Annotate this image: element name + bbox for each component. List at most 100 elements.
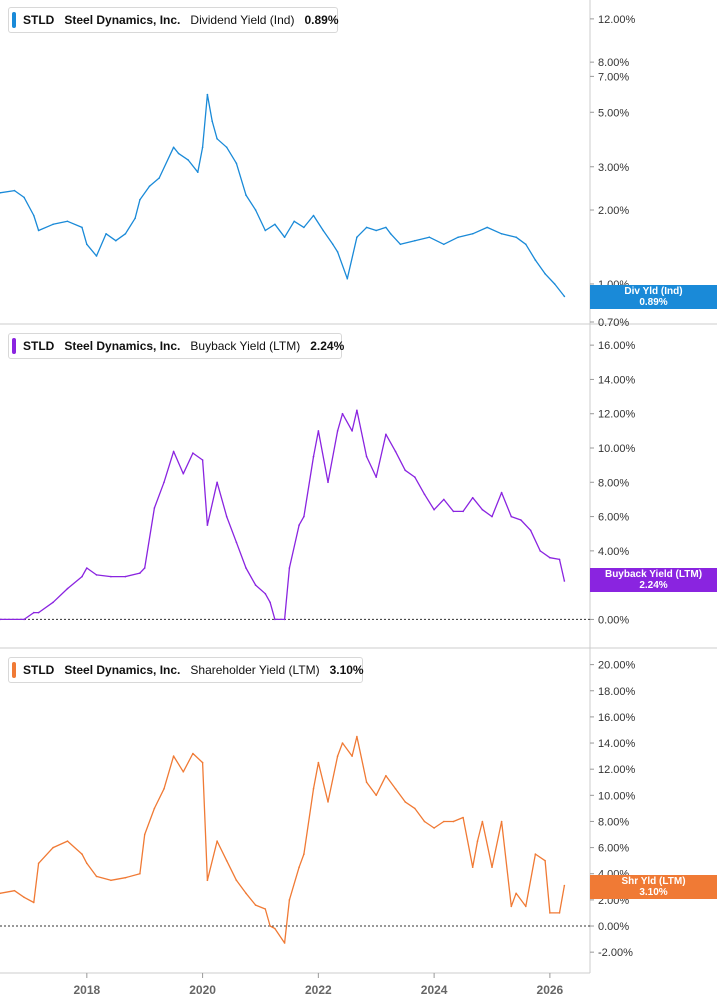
data-point	[563, 295, 566, 298]
y-tick-label: 10.00%	[598, 443, 636, 455]
data-point	[254, 209, 257, 211]
data-point	[124, 575, 127, 578]
data-point	[201, 146, 204, 149]
badge-label: Buyback Yield (LTM)	[604, 569, 703, 580]
data-point	[534, 853, 537, 855]
data-point	[66, 220, 69, 223]
data-point	[283, 236, 286, 238]
data-point	[317, 430, 320, 432]
data-point	[206, 524, 209, 526]
data-point	[327, 801, 329, 803]
legend-value: 2.24%	[310, 339, 345, 353]
data-point	[549, 912, 551, 914]
data-point	[500, 491, 503, 494]
data-point	[443, 820, 445, 823]
data-point	[66, 587, 69, 590]
data-point	[457, 236, 460, 238]
x-tick-label: 2020	[189, 983, 216, 997]
data-point	[500, 820, 503, 823]
x-tick-label: 2018	[73, 983, 100, 997]
data-point	[115, 239, 117, 242]
data-point	[462, 510, 464, 513]
y-tick-label: 0.00%	[598, 921, 629, 933]
data-point	[86, 862, 88, 865]
data-point	[95, 255, 98, 257]
data-point	[235, 879, 238, 882]
legend-company: Steel Dynamics, Inc.	[64, 13, 181, 27]
data-point	[172, 755, 175, 757]
legend-buyback-yield[interactable]: STLD Steel Dynamics, Inc. Buyback Yield …	[8, 333, 345, 359]
data-point	[172, 146, 175, 149]
y-tick-label: 4.00%	[598, 546, 629, 558]
data-point	[491, 515, 493, 518]
data-point	[182, 771, 185, 773]
x-tick-label: 2026	[537, 983, 564, 997]
legend-company: Steel Dynamics, Inc.	[64, 339, 181, 353]
data-point	[563, 884, 566, 887]
data-point	[153, 807, 156, 810]
data-point	[510, 515, 513, 518]
data-point	[423, 493, 426, 496]
data-point	[110, 879, 112, 882]
data-point	[404, 801, 407, 803]
data-point	[399, 243, 402, 246]
data-point	[303, 853, 305, 855]
data-point	[341, 412, 344, 415]
y-tick-label: 16.00%	[598, 712, 636, 724]
y-tick-label: 5.00%	[598, 107, 629, 119]
data-point	[312, 455, 315, 458]
legend-company: Steel Dynamics, Inc.	[64, 663, 181, 677]
data-point	[269, 601, 271, 604]
y-tick-label: -2.00%	[598, 947, 633, 959]
legend-value: 3.10%	[329, 663, 364, 677]
data-point	[201, 761, 204, 764]
data-point	[351, 755, 353, 757]
y-tick-label: 6.00%	[598, 512, 629, 524]
data-point	[177, 152, 180, 155]
data-point	[332, 243, 334, 246]
data-point	[428, 236, 431, 238]
y-tick-label: 8.00%	[598, 816, 629, 828]
data-point	[356, 735, 358, 738]
data-point	[327, 481, 329, 484]
legend-shareholder-yield[interactable]: STLD Steel Dynamics, Inc. Shareholder Yi…	[8, 657, 364, 683]
data-point	[500, 233, 503, 235]
dividend-yield-value-badge: Div Yld (Ind) 0.89%	[590, 285, 717, 309]
legend-metric: Shareholder Yield (LTM)	[190, 663, 320, 677]
data-point	[124, 876, 127, 879]
legend-ticker: STLD	[23, 663, 55, 677]
data-point	[110, 575, 112, 578]
series-line	[0, 735, 566, 944]
data-point	[433, 827, 435, 829]
data-point	[37, 229, 40, 232]
data-point	[375, 794, 378, 797]
data-point	[534, 259, 537, 261]
data-point	[549, 556, 551, 559]
data-point	[33, 901, 35, 904]
data-point	[0, 618, 1, 621]
legend-dividend-yield[interactable]: STLD Steel Dynamics, Inc. Dividend Yield…	[8, 7, 339, 33]
data-point	[481, 508, 484, 511]
data-point	[414, 239, 416, 242]
legend-ticker: STLD	[23, 13, 55, 27]
data-point	[553, 283, 556, 285]
data-point	[139, 572, 141, 574]
data-point	[452, 820, 455, 823]
data-point	[264, 229, 267, 232]
data-point	[134, 217, 136, 220]
y-tick-label: 8.00%	[598, 477, 629, 489]
data-point	[288, 899, 291, 901]
data-point	[143, 567, 146, 569]
data-point	[481, 820, 484, 823]
data-point	[139, 872, 141, 875]
x-tick-label: 2022	[305, 983, 332, 997]
data-point	[529, 529, 532, 532]
data-point	[539, 550, 541, 552]
data-point	[283, 618, 286, 621]
data-point	[288, 567, 291, 569]
data-point	[245, 194, 247, 196]
y-tick-label: 18.00%	[598, 686, 636, 698]
data-point	[385, 226, 387, 229]
data-point	[33, 611, 35, 614]
data-point	[544, 859, 546, 862]
